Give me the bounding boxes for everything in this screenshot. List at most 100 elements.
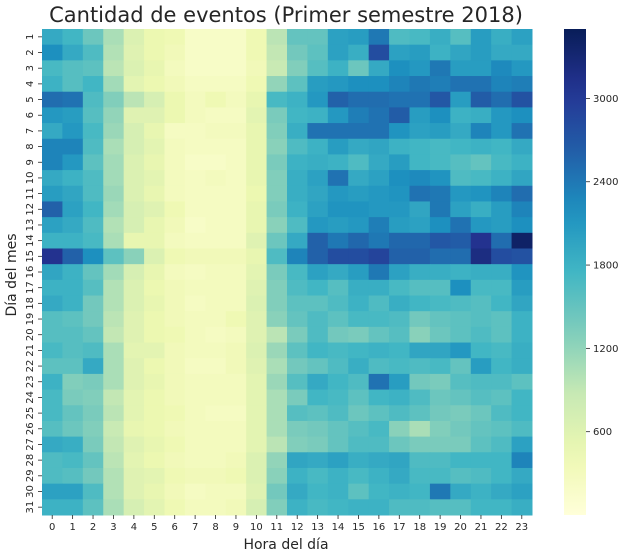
heatmap-cell [470,232,492,249]
y-tick-label: 9 [25,159,36,165]
heatmap-cell [144,76,165,93]
heatmap-cell [225,452,247,469]
heatmap-cell [348,358,370,375]
heatmap-cell [62,44,84,61]
x-tick-label: 7 [192,522,198,533]
heatmap-cell [123,201,145,218]
heatmap-cell [511,499,533,516]
heatmap-cell [327,201,349,218]
heatmap-cell [429,436,451,453]
heatmap-cell [511,436,533,453]
x-tick-label: 21 [475,522,488,533]
heatmap-cell [205,342,227,359]
heatmap-cell [368,499,390,516]
y-tick-label: 22 [25,360,36,373]
heatmap-cell [470,76,492,93]
heatmap-cell [450,499,472,516]
heatmap-cell [327,264,349,281]
x-tick-label: 5 [151,522,157,533]
heatmap-cell [184,185,206,202]
heatmap-cell [266,107,288,124]
heatmap-cell [123,436,145,453]
heatmap-cell [225,420,247,438]
heatmap-cell [409,123,431,140]
heatmap-cell [42,467,63,485]
heatmap-cell [184,420,206,438]
heatmap-cell [103,499,125,516]
heatmap-cell [184,60,206,77]
heatmap-cell [327,326,349,344]
heatmap-cell [368,452,390,469]
heatmap-cell [205,248,227,265]
heatmap-cell [103,452,125,469]
heatmap-cell [42,154,63,171]
heatmap-cell [511,29,533,46]
heatmap-cell [246,295,268,312]
heatmap-cell [389,483,410,500]
heatmap-cell [327,436,349,453]
heatmap-cell [491,389,513,406]
y-tick-label: 15 [25,250,36,263]
heatmap-cell [82,170,104,187]
heatmap-cell [62,201,84,218]
x-tick-label: 2 [90,522,96,533]
heatmap-cell [62,452,84,469]
heatmap-cell [429,420,451,438]
heatmap-cell [42,264,63,281]
heatmap-cell [246,123,268,140]
heatmap-cell [266,217,288,234]
heatmap-cell [225,76,247,93]
heatmap-cell [205,76,227,93]
heatmap-cell [82,60,104,77]
heatmap-cell [389,91,410,108]
heatmap-cell [103,295,125,312]
heatmap-cell [348,264,370,281]
heatmap-cell [164,499,186,516]
heatmap-cell [409,405,431,422]
heatmap-cell [307,436,329,453]
heatmap-cell [164,60,186,77]
heatmap-cell [246,107,268,124]
heatmap-cell [287,405,308,422]
heatmap-cell [103,467,125,485]
heatmap-cell [389,358,410,375]
heatmap-cell [246,29,268,46]
heatmap-cell [123,44,145,61]
y-tick-label: 29 [25,469,36,482]
heatmap-cell [307,154,329,171]
heatmap-cell [246,76,268,93]
heatmap-cell [327,452,349,469]
heatmap-cell [287,373,308,391]
heatmap-cell [450,138,472,155]
heatmap-cell [266,467,288,485]
heatmap-cell [246,420,268,438]
heatmap-cell [103,76,125,93]
heatmap-cell [225,389,247,406]
heatmap-cell [205,44,227,61]
heatmap-cell [266,279,288,297]
heatmap-cell [287,342,308,359]
heatmap-cell [287,107,308,124]
y-tick-label: 25 [25,407,36,420]
heatmap-cell [491,264,513,281]
heatmap-cell [123,76,145,93]
heatmap-cell [144,405,165,422]
y-tick-label: 18 [25,297,36,310]
heatmap-cell [491,373,513,391]
heatmap-cell [225,342,247,359]
y-tick-label: 3 [25,65,36,71]
x-tick-label: 20 [454,522,467,533]
heatmap-cell [287,217,308,234]
heatmap-cell [429,44,451,61]
heatmap-cell [429,405,451,422]
heatmap-cell [348,373,370,391]
heatmap-cell [123,29,145,46]
heatmap-cell [307,248,329,265]
heatmap-cell [246,217,268,234]
heatmap-cell [62,373,84,391]
heatmap-cell [82,373,104,391]
heatmap-cell [511,60,533,77]
heatmap-cell [491,483,513,500]
heatmap-cell [450,217,472,234]
heatmap-cell [368,279,390,297]
